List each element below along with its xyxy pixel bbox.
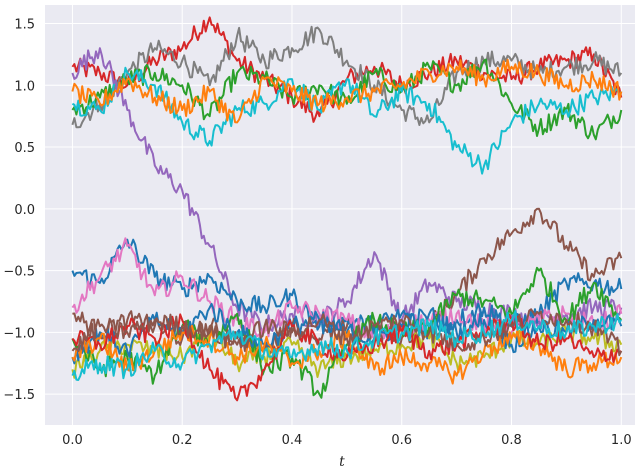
x-tick-label: 0.4	[282, 433, 303, 448]
series-line-6	[71, 58, 623, 124]
x-tick-label: 1.0	[611, 433, 632, 448]
y-tick-label: −0.5	[3, 265, 35, 280]
series-line-3	[71, 58, 623, 141]
series-line-7	[72, 207, 623, 356]
x-tick-label: 0.6	[391, 433, 412, 448]
x-tick-labels: 0.0 0.2 0.4 0.6 0.8 1.0	[62, 433, 632, 448]
y-tick-label: 1.0	[14, 79, 35, 94]
series-lines	[71, 16, 623, 402]
x-axis-label: t	[339, 454, 345, 470]
y-tick-label: −1.0	[3, 326, 35, 341]
y-tick-labels: −1.5 −1.0 −0.5 0.0 0.5 1.0 1.5	[3, 18, 35, 404]
x-tick-label: 0.0	[62, 433, 83, 448]
x-tick-label: 0.2	[172, 433, 193, 448]
y-tick-label: 0.0	[14, 203, 35, 218]
series-line-15	[71, 308, 623, 357]
y-tick-label: 1.5	[14, 18, 35, 33]
x-tick-label: 0.8	[501, 433, 522, 448]
y-tick-label: 0.5	[14, 141, 35, 156]
series-line-16	[71, 310, 623, 381]
series-line-9	[71, 237, 623, 342]
y-tick-label: −1.5	[3, 388, 35, 403]
